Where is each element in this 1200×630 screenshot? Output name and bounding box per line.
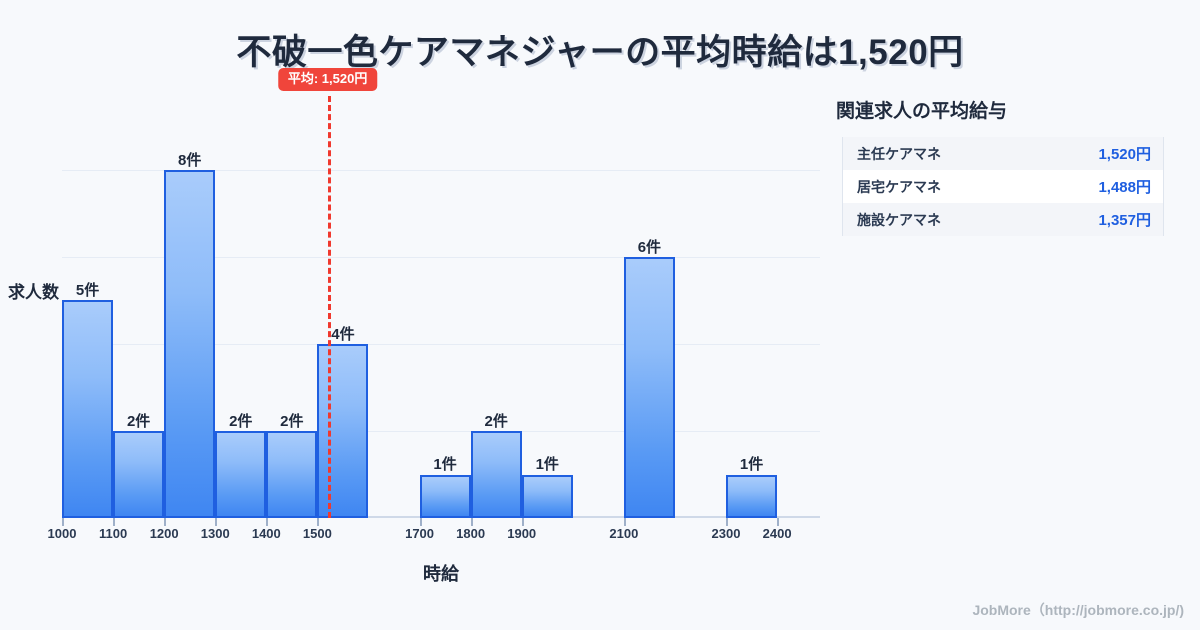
gridline [62, 256, 820, 258]
bar-value-label: 8件 [178, 151, 202, 169]
bar [419, 474, 471, 518]
x-axis-tick [470, 518, 473, 526]
x-axis-tick [113, 518, 116, 526]
bar [215, 431, 267, 518]
gridline [62, 169, 820, 171]
x-axis-tick [164, 518, 167, 526]
bar [113, 431, 165, 518]
salary-row-name: 主任ケアマネ [857, 145, 941, 162]
x-axis-tick [777, 518, 780, 526]
plot-area: 5件 2件 8件 2件 2件 4件 1件 2件 1件 6件 1件 1000 1100 1200 1300 14… [48, 68, 820, 541]
x-axis-tick [726, 518, 729, 526]
bar-value-label: 6件 [637, 238, 662, 256]
table-row: 主任ケアマネ 1,520円 [843, 137, 1163, 170]
bar-value-label: 5件 [75, 282, 100, 300]
histogram-chart: 求人数 5件 2件 8件 2件 2件 4件 1件 2件 1件 6件 1件 1000 1100 1200 13… [0, 68, 830, 608]
gridline [62, 430, 820, 432]
side-panel-title: 関連求人の平均給与 [836, 101, 1008, 122]
salary-row-name: 施設ケアマネ [857, 211, 941, 228]
salary-row-value: 1,520円 [1098, 146, 1151, 163]
salary-row-value: 1,357円 [1098, 212, 1151, 229]
salary-row-name: 居宅ケアマネ [857, 178, 941, 195]
x-axis-tick [62, 518, 64, 526]
bar [62, 300, 114, 518]
x-axis-tick [266, 518, 269, 526]
x-axis-tick [215, 518, 218, 526]
page-title: 不破一色ケアマネジャーの平均時給は1,520円 [236, 33, 964, 72]
bar-value-label: 2件 [280, 412, 304, 430]
bar [470, 431, 522, 518]
footer-watermark: JobMore（http://jobmore.co.jp/) [972, 602, 1184, 618]
salary-table: 主任ケアマネ 1,520円居宅ケアマネ 1,488円施設ケアマネ 1,357円 [842, 137, 1164, 236]
bar-value-label: 2件 [229, 412, 253, 430]
x-axis-tick [419, 518, 422, 526]
average-badge: 平均: 1,520円 [277, 68, 378, 92]
salary-row-value: 1,488円 [1098, 179, 1151, 196]
related-salary-panel: 関連求人の平均給与 主任ケアマネ 1,520円居宅ケアマネ 1,488円施設ケアマネ… [836, 96, 1172, 236]
x-axis-tick-label: 2300 [711, 526, 741, 541]
x-axis-tick-label: 1700 [405, 526, 435, 541]
bar [317, 343, 369, 518]
x-axis-title: 時給 [423, 564, 459, 584]
x-axis-tick-label: 2400 [762, 526, 792, 541]
bar-value-label: 2件 [484, 412, 508, 430]
gridline [62, 343, 820, 345]
x-axis-tick-label: 1500 [302, 526, 332, 541]
x-axis-tick [317, 518, 320, 526]
x-axis-tick-label: 1000 [47, 526, 77, 541]
bar [164, 169, 216, 518]
x-axis-tick-label: 1800 [456, 526, 486, 541]
table-row: 施設ケアマネ 1,357円 [843, 203, 1163, 236]
x-axis-tick-label: 1300 [200, 526, 230, 541]
x-axis-tick [521, 518, 524, 526]
x-axis-tick-label: 1100 [98, 526, 128, 541]
x-axis-tick-label: 1200 [149, 526, 179, 541]
table-row: 居宅ケアマネ 1,488円 [843, 170, 1163, 203]
x-axis-tick-label: 2100 [609, 526, 639, 541]
bar-value-label: 1件 [433, 456, 457, 474]
y-axis-title: 求人数 [8, 283, 59, 302]
bar [623, 256, 675, 518]
bar [726, 474, 778, 518]
bar-value-label: 2件 [126, 412, 151, 430]
bar-value-label: 1件 [739, 456, 764, 474]
bar-value-label: 4件 [331, 325, 355, 343]
bar [266, 431, 318, 518]
x-axis-tick [623, 518, 626, 526]
bar [521, 474, 573, 518]
x-axis-tick-label: 1900 [507, 526, 537, 541]
x-axis-tick-label: 1400 [251, 526, 281, 541]
average-line [327, 96, 331, 518]
bar-value-label: 1件 [535, 456, 559, 474]
